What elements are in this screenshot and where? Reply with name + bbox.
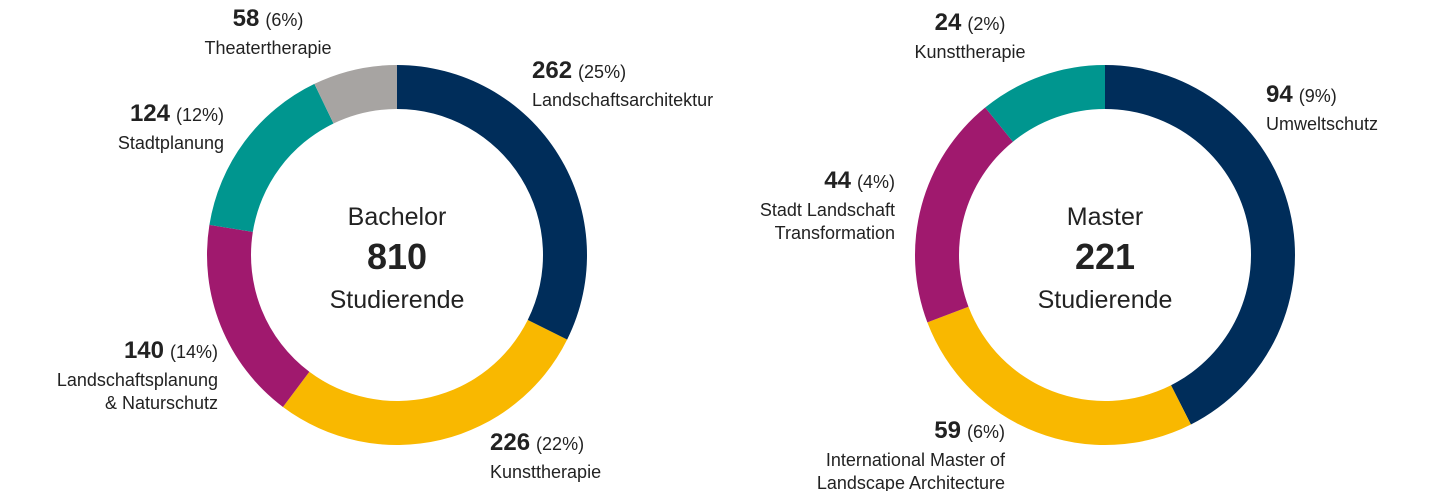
share: (14%) [170, 342, 218, 362]
donut-segment [206, 224, 310, 407]
center-unit: Studierende [330, 286, 465, 314]
share: (9%) [1299, 86, 1337, 106]
segment-label: Umweltschutz [1266, 114, 1378, 134]
value: 140 [124, 337, 164, 364]
segment-label: International Master of [826, 450, 1006, 470]
center-total: 221 [1075, 236, 1135, 277]
segment-value: 58 (6%) [233, 5, 304, 32]
value: 262 [532, 57, 572, 84]
share: (2%) [967, 14, 1005, 34]
segment-label: & Naturschutz [105, 393, 218, 413]
segment-label: Theatertherapie [204, 38, 331, 58]
share: (25%) [578, 62, 626, 82]
share: (6%) [265, 10, 303, 30]
donut-segment [927, 306, 1191, 445]
value: 59 [934, 417, 961, 444]
donut-segment [985, 65, 1105, 142]
center-total: 810 [367, 236, 427, 277]
donut: 94 (9%) Umweltschutz 59 (6%) International Ma… [760, 9, 1378, 491]
segment-value: 24 (2%) [935, 9, 1006, 36]
donut-segment [1105, 65, 1295, 425]
center-title: Bachelor [348, 203, 447, 231]
share: (6%) [967, 422, 1005, 442]
share: (22%) [536, 434, 584, 454]
segment-value: 124 (12%) [130, 100, 224, 127]
value: 58 [233, 5, 260, 32]
segment-label: Landschaftsplanung [57, 370, 218, 390]
donut: 262 (25%) Landschaftsarchitektur 226 (22%) Ku… [57, 5, 713, 482]
segment-value: 226 (22%) [490, 429, 584, 456]
value: 94 [1266, 81, 1293, 108]
donut-segment [209, 83, 334, 232]
donut-segment [282, 320, 568, 446]
segment-value: 59 (6%) [934, 417, 1005, 444]
segment-label: Kunsttherapie [490, 462, 601, 482]
share: (12%) [176, 105, 224, 125]
value: 124 [130, 100, 171, 127]
value: 24 [935, 9, 962, 36]
segment-label: Transformation [775, 223, 895, 243]
segment-value: 94 (9%) [1266, 81, 1337, 108]
segment-label: Landscape Architecture [817, 473, 1005, 491]
donut-segment [914, 107, 1013, 323]
segment-label: Stadtplanung [118, 133, 224, 153]
segment-label: Kunsttherapie [914, 42, 1025, 62]
segment-label: Landschaftsarchitektur [532, 90, 713, 110]
value: 226 [490, 429, 530, 456]
segment-value: 140 (14%) [124, 337, 218, 364]
share: (4%) [857, 172, 895, 192]
center-unit: Studierende [1038, 286, 1173, 314]
value: 44 [824, 167, 851, 194]
center-title: Master [1067, 203, 1143, 231]
segment-value: 44 (4%) [824, 167, 895, 194]
donut-segment [397, 65, 587, 340]
segment-label: Stadt Landschaft [760, 200, 895, 220]
segment-value: 262 (25%) [532, 57, 626, 84]
donut-segment [314, 65, 397, 124]
